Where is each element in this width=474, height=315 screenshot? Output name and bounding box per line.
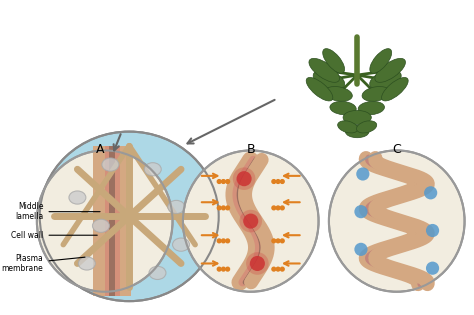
Ellipse shape (356, 121, 377, 133)
Circle shape (217, 206, 221, 210)
Ellipse shape (78, 257, 95, 270)
Ellipse shape (426, 261, 439, 275)
Circle shape (272, 267, 276, 271)
Ellipse shape (375, 58, 405, 82)
Bar (93, 146, 105, 296)
Ellipse shape (246, 252, 269, 275)
Text: C: C (392, 143, 401, 156)
Ellipse shape (362, 87, 390, 101)
Bar (105, 146, 109, 296)
Ellipse shape (183, 151, 319, 292)
Ellipse shape (149, 266, 166, 279)
Circle shape (272, 180, 276, 183)
Circle shape (221, 206, 225, 210)
Ellipse shape (239, 210, 262, 232)
Ellipse shape (144, 163, 161, 176)
Ellipse shape (313, 70, 345, 89)
Circle shape (226, 206, 229, 210)
Ellipse shape (355, 205, 367, 218)
Ellipse shape (92, 219, 109, 232)
Circle shape (217, 180, 221, 183)
Circle shape (276, 206, 280, 210)
Circle shape (276, 180, 280, 183)
Bar (109, 146, 115, 296)
Circle shape (281, 267, 284, 271)
Ellipse shape (330, 101, 356, 115)
Ellipse shape (168, 200, 185, 214)
Bar (120, 146, 131, 296)
Circle shape (226, 267, 229, 271)
Ellipse shape (426, 224, 439, 237)
Circle shape (272, 206, 276, 210)
Ellipse shape (382, 77, 408, 101)
Ellipse shape (323, 49, 345, 73)
Circle shape (281, 180, 284, 183)
Ellipse shape (370, 70, 401, 89)
Ellipse shape (306, 77, 333, 101)
Circle shape (221, 239, 225, 243)
Circle shape (217, 239, 221, 243)
Circle shape (226, 239, 229, 243)
Ellipse shape (102, 158, 119, 171)
Ellipse shape (358, 101, 384, 115)
Ellipse shape (173, 238, 190, 251)
Ellipse shape (424, 186, 437, 199)
Circle shape (226, 180, 229, 183)
Ellipse shape (237, 171, 252, 186)
Circle shape (281, 206, 284, 210)
Circle shape (276, 267, 280, 271)
Ellipse shape (40, 132, 219, 301)
Ellipse shape (233, 167, 255, 190)
Ellipse shape (355, 243, 367, 256)
Ellipse shape (37, 151, 173, 292)
Ellipse shape (346, 125, 369, 138)
Circle shape (281, 239, 284, 243)
Ellipse shape (337, 121, 358, 133)
Ellipse shape (243, 214, 258, 229)
Ellipse shape (343, 110, 371, 124)
Circle shape (221, 180, 225, 183)
Circle shape (217, 267, 221, 271)
Circle shape (221, 267, 225, 271)
Ellipse shape (250, 256, 265, 271)
Text: Plasma
membrane: Plasma membrane (2, 254, 85, 273)
Text: B: B (246, 143, 255, 156)
Ellipse shape (370, 49, 392, 73)
Text: A: A (96, 143, 104, 156)
Ellipse shape (356, 167, 369, 180)
Circle shape (272, 239, 276, 243)
Text: Cell wall: Cell wall (11, 231, 97, 240)
Bar (115, 146, 120, 296)
Ellipse shape (309, 58, 339, 82)
Ellipse shape (324, 87, 352, 101)
Ellipse shape (329, 151, 465, 292)
Circle shape (276, 239, 280, 243)
Ellipse shape (69, 191, 86, 204)
Text: Middle
lamella: Middle lamella (15, 202, 100, 221)
